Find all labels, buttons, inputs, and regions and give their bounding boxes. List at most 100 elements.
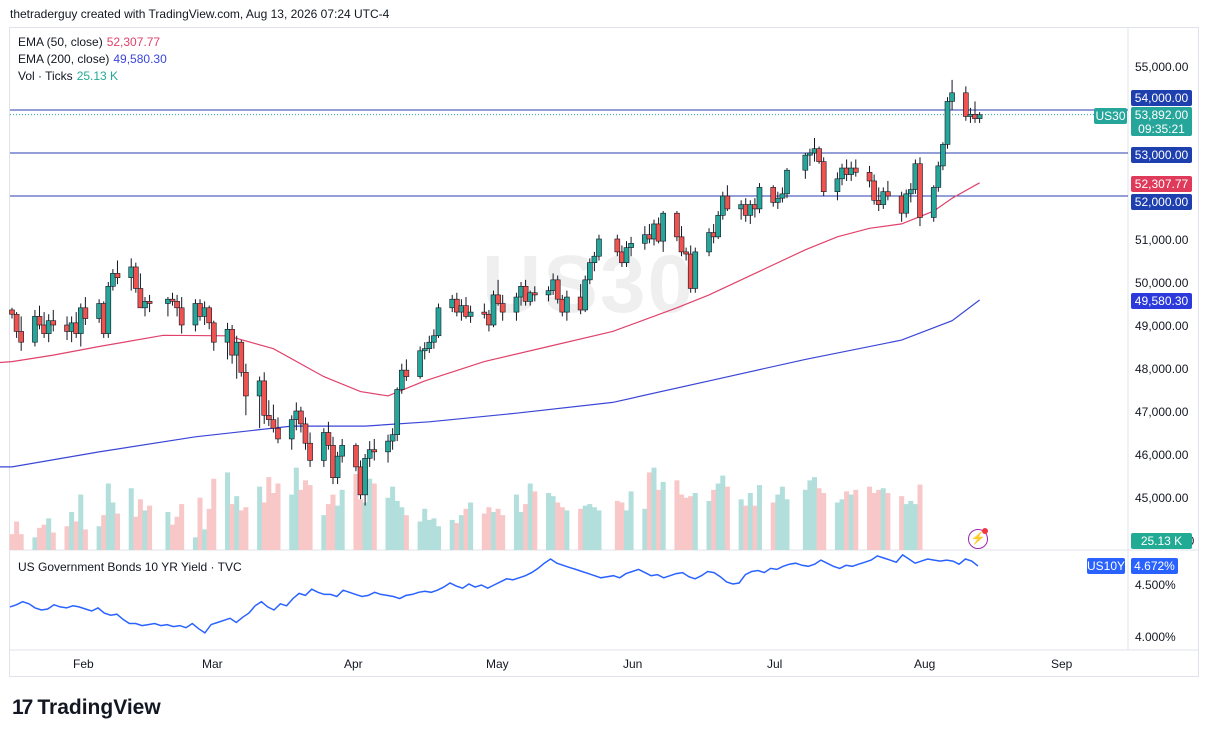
volume-bar bbox=[371, 483, 377, 550]
candle-body bbox=[619, 251, 625, 263]
candle-body bbox=[142, 301, 148, 309]
candle-body bbox=[660, 212, 666, 242]
candle-body bbox=[885, 191, 891, 197]
volume-bar bbox=[37, 527, 43, 550]
volume-bar bbox=[917, 484, 923, 550]
volume-bar bbox=[46, 518, 52, 550]
candle-body bbox=[531, 292, 538, 296]
yield-tick-4500: 4.500% bbox=[1135, 578, 1176, 592]
volume-bar bbox=[912, 504, 918, 550]
volume-bar bbox=[128, 488, 134, 550]
candle-body bbox=[50, 320, 57, 326]
volume-bar bbox=[646, 472, 652, 550]
candle-body bbox=[270, 419, 277, 429]
volume-bar bbox=[770, 502, 776, 550]
legend-ema50[interactable]: EMA (50, close) 52,307.77 bbox=[18, 35, 160, 49]
candle-body bbox=[742, 204, 749, 216]
subpanel-title[interactable]: US Government Bonds 10 YR Yield · TVC bbox=[18, 560, 242, 574]
candle-body bbox=[421, 348, 428, 352]
volume-bar bbox=[715, 483, 721, 550]
symbol-tag[interactable]: US30 bbox=[1094, 108, 1127, 124]
candle-body bbox=[687, 253, 694, 289]
volume-bar bbox=[302, 480, 308, 550]
candle-body bbox=[362, 457, 368, 496]
level-tag-53000[interactable]: 53,000.00 bbox=[1131, 147, 1192, 163]
candle-body bbox=[843, 167, 850, 175]
volume-bar bbox=[114, 513, 120, 550]
legend-ema200-label: EMA (200, close) bbox=[18, 52, 110, 66]
candle-body bbox=[596, 238, 602, 257]
last-price-tag[interactable]: 53,892.00 09:35:21 bbox=[1131, 107, 1192, 136]
candle-body bbox=[651, 223, 657, 240]
candle-body bbox=[238, 341, 245, 373]
volume-bar bbox=[807, 480, 813, 550]
level-tag-54000[interactable]: 54,000.00 bbox=[1131, 90, 1192, 106]
month-mar: Mar bbox=[202, 657, 223, 671]
volume-bar bbox=[417, 521, 423, 550]
volume-bar bbox=[885, 493, 891, 550]
candle-body bbox=[481, 311, 488, 315]
volume-bar bbox=[876, 489, 882, 550]
volume-bar bbox=[848, 494, 854, 550]
volume-bar bbox=[692, 493, 698, 550]
volume-bar bbox=[170, 524, 176, 550]
candle-body bbox=[582, 279, 589, 311]
candle-body bbox=[64, 324, 70, 332]
volume-bar bbox=[399, 507, 405, 550]
volume-bar bbox=[587, 504, 593, 550]
volume-bar bbox=[683, 497, 689, 550]
volume-bar bbox=[266, 477, 272, 550]
last-price-value: 53,892.00 bbox=[1134, 108, 1189, 122]
legend-ema200[interactable]: EMA (200, close) 49,580.30 bbox=[18, 52, 167, 66]
candle-body bbox=[710, 232, 717, 238]
candle-body bbox=[875, 200, 882, 205]
volume-bar bbox=[491, 512, 497, 550]
tradingview-wordmark: TradingView bbox=[37, 696, 161, 719]
volume-bar bbox=[555, 502, 561, 550]
candle-body bbox=[431, 335, 437, 343]
volume-bar bbox=[358, 499, 364, 550]
tradingview-logo[interactable]: 17 TradingView bbox=[12, 696, 161, 720]
candle-body bbox=[880, 191, 887, 205]
volume-bar bbox=[78, 494, 84, 550]
candle-body bbox=[73, 322, 80, 334]
volume-bar bbox=[289, 494, 295, 550]
lightning-icon[interactable]: ⚡ bbox=[968, 529, 988, 549]
volume-bar bbox=[325, 504, 331, 550]
volume-bar bbox=[50, 532, 56, 550]
candle-body bbox=[174, 301, 180, 309]
month-apr: Apr bbox=[344, 657, 363, 671]
volume-bar bbox=[867, 486, 873, 550]
legend-volume[interactable]: Vol · Ticks 25.13 K bbox=[18, 69, 118, 83]
volume-bar bbox=[234, 496, 240, 550]
candle-body bbox=[105, 285, 112, 334]
legend-ema50-label: EMA (50, close) bbox=[18, 35, 103, 49]
candle-body bbox=[747, 204, 754, 216]
candle-body bbox=[811, 148, 818, 154]
volume-bar bbox=[403, 515, 409, 550]
candle-body bbox=[940, 144, 946, 167]
candle-body bbox=[206, 307, 212, 324]
chart-header: thetraderguy created with TradingView.co… bbox=[10, 7, 390, 21]
volume-bar bbox=[390, 486, 396, 550]
volume-bar bbox=[463, 508, 469, 550]
volume-bar bbox=[752, 505, 758, 550]
volume-bar bbox=[853, 489, 859, 550]
price-tick-55000: 55,000.00 bbox=[1135, 60, 1189, 74]
volume-bar bbox=[69, 512, 75, 550]
volume-bar bbox=[481, 513, 487, 550]
candle-body bbox=[298, 410, 304, 425]
volume-bar bbox=[147, 505, 153, 550]
volume-bar bbox=[628, 491, 634, 550]
volume-bar bbox=[596, 510, 602, 550]
level-tag-52000[interactable]: 52,000.00 bbox=[1131, 194, 1192, 210]
candle-body bbox=[435, 307, 442, 337]
volume-bar bbox=[614, 500, 620, 550]
volume-bar bbox=[486, 507, 492, 550]
volume-bar bbox=[110, 502, 116, 550]
subpanel-symbol-tag[interactable]: US10Y bbox=[1087, 558, 1126, 574]
volume-bar bbox=[275, 483, 281, 550]
candle-body bbox=[256, 380, 263, 397]
volume-bar bbox=[9, 534, 15, 550]
